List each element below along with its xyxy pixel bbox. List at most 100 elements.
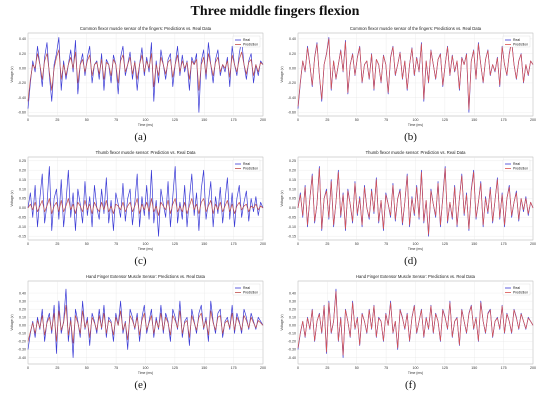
panel-label: (f)	[405, 379, 416, 391]
x-tick-label: 200	[530, 118, 536, 122]
panel-label: (b)	[404, 131, 417, 143]
x-tick-label: 150	[471, 118, 477, 122]
y-tick-label: 0.00	[19, 206, 26, 210]
x-tick-label: 25	[325, 242, 329, 246]
legend-label: Real	[243, 38, 250, 42]
x-axis-label: Time (ms)	[138, 123, 153, 127]
chart-panel: Common flexor muscle sensor of the finge…	[8, 24, 273, 130]
x-tick-label: 75	[114, 242, 118, 246]
chart-svg: Common flexor muscle sensor of the finge…	[10, 26, 266, 127]
legend-label: Real	[243, 162, 250, 166]
chart-svg: Thumb flexor muscle sensor: Prediction v…	[280, 150, 536, 251]
y-tick-label: 0.05	[19, 197, 26, 201]
y-tick-label: 0.25	[19, 159, 26, 163]
legend-label: Prediction	[513, 43, 528, 47]
x-tick-label: 150	[201, 366, 207, 370]
x-tick-label: 75	[384, 366, 388, 370]
x-tick-label: 150	[471, 242, 477, 246]
y-tick-label: 0.30	[289, 299, 296, 303]
x-tick-label: 100	[413, 118, 419, 122]
y-tick-label: -0.15	[288, 234, 296, 238]
panel-label: (e)	[134, 379, 147, 391]
y-tick-label: 0.40	[19, 291, 26, 295]
series-line-prediction	[27, 198, 264, 216]
legend-label: Real	[243, 286, 250, 290]
y-tick-label: 0.15	[19, 178, 26, 182]
series-line-prediction	[27, 49, 264, 102]
legend-label: Prediction	[243, 43, 258, 47]
figure-title: Three middle fingers flexion	[190, 4, 360, 19]
y-tick-label: -0.10	[288, 332, 296, 336]
y-tick-label: 0.25	[289, 159, 296, 163]
chart-title: Hand Finger Extensor Muscle Sensor: Pred…	[356, 274, 476, 279]
chart-panel: Thumb flexor muscle sensor: Prediction v…	[8, 148, 273, 254]
x-tick-label: 100	[413, 366, 419, 370]
y-tick-label: -0.20	[18, 81, 26, 85]
y-tick-label: 0.00	[19, 66, 26, 70]
x-tick-label: 0	[297, 118, 299, 122]
x-tick-label: 0	[27, 242, 29, 246]
panel-label: (a)	[134, 131, 147, 143]
panel-label: (d)	[404, 255, 417, 267]
y-tick-label: -0.30	[288, 348, 296, 352]
y-tick-label: 0.00	[289, 206, 296, 210]
y-tick-label: -0.20	[18, 340, 26, 344]
y-tick-label: -0.30	[18, 348, 26, 352]
x-tick-label: 200	[530, 366, 536, 370]
y-tick-label: 0.00	[19, 324, 26, 328]
chart-panel: Common flexor muscle sensor of the finge…	[278, 24, 543, 130]
y-tick-label: 0.20	[19, 168, 26, 172]
x-tick-label: 100	[143, 242, 149, 246]
chart-svg: Hand Finger Extensor Muscle Sensor: Pred…	[280, 274, 536, 375]
y-tick-label: 0.05	[289, 197, 296, 201]
x-tick-label: 50	[355, 118, 359, 122]
x-tick-label: 50	[85, 118, 89, 122]
y-tick-label: 0.10	[19, 187, 26, 191]
legend-label: Real	[513, 286, 520, 290]
legend-label: Prediction	[513, 291, 528, 295]
legend-box	[232, 283, 261, 296]
y-tick-label: -0.20	[288, 340, 296, 344]
legend-label: Prediction	[513, 167, 528, 171]
y-axis-label: Voltage (v)	[280, 190, 284, 206]
x-tick-label: 25	[55, 118, 59, 122]
series-line-prediction	[27, 304, 264, 344]
chart-title: Thumb flexor muscle sensor: Prediction v…	[366, 150, 467, 155]
chart-svg: Thumb flexor muscle sensor: Prediction v…	[10, 150, 266, 251]
y-axis-label: Voltage (v)	[10, 66, 14, 82]
x-axis-label: Time (ms)	[408, 123, 423, 127]
y-tick-label: -0.40	[288, 356, 296, 360]
series-line-prediction	[297, 167, 534, 235]
y-tick-label: 0.15	[289, 178, 296, 182]
x-tick-label: 150	[201, 118, 207, 122]
x-tick-label: 200	[260, 242, 266, 246]
y-tick-label: -0.10	[18, 332, 26, 336]
y-tick-label: 0.00	[289, 324, 296, 328]
series-line-real	[27, 166, 264, 237]
y-tick-label: 0.20	[289, 307, 296, 311]
x-tick-label: 200	[260, 366, 266, 370]
y-tick-label: 0.10	[289, 315, 296, 319]
legend-label: Real	[513, 162, 520, 166]
y-tick-label: 0.30	[19, 299, 26, 303]
y-tick-label: 0.20	[19, 52, 26, 56]
x-tick-label: 100	[143, 118, 149, 122]
legend-label: Real	[513, 38, 520, 42]
chart-title: Common flexor muscle sensor of the finge…	[80, 26, 212, 31]
y-tick-label: 0.40	[289, 37, 296, 41]
panel-label: (c)	[134, 255, 147, 267]
chart-title: Thumb flexor muscle sensor: Prediction v…	[96, 150, 197, 155]
x-tick-label: 75	[114, 366, 118, 370]
y-axis-label: Voltage (v)	[280, 66, 284, 82]
chart-svg: Common flexor muscle sensor of the finge…	[280, 26, 536, 127]
chart-panel: Hand Finger Extensor Muscle Sensor: Pred…	[278, 272, 543, 378]
x-tick-label: 200	[260, 118, 266, 122]
y-tick-label: -0.40	[18, 356, 26, 360]
x-axis-label: Time (ms)	[138, 247, 153, 251]
legend-box	[232, 159, 261, 172]
y-tick-label: -0.60	[288, 111, 296, 115]
x-tick-label: 0	[297, 242, 299, 246]
y-tick-label: 0.20	[19, 307, 26, 311]
y-tick-label: 0.40	[289, 291, 296, 295]
series-line-prediction	[297, 291, 534, 356]
